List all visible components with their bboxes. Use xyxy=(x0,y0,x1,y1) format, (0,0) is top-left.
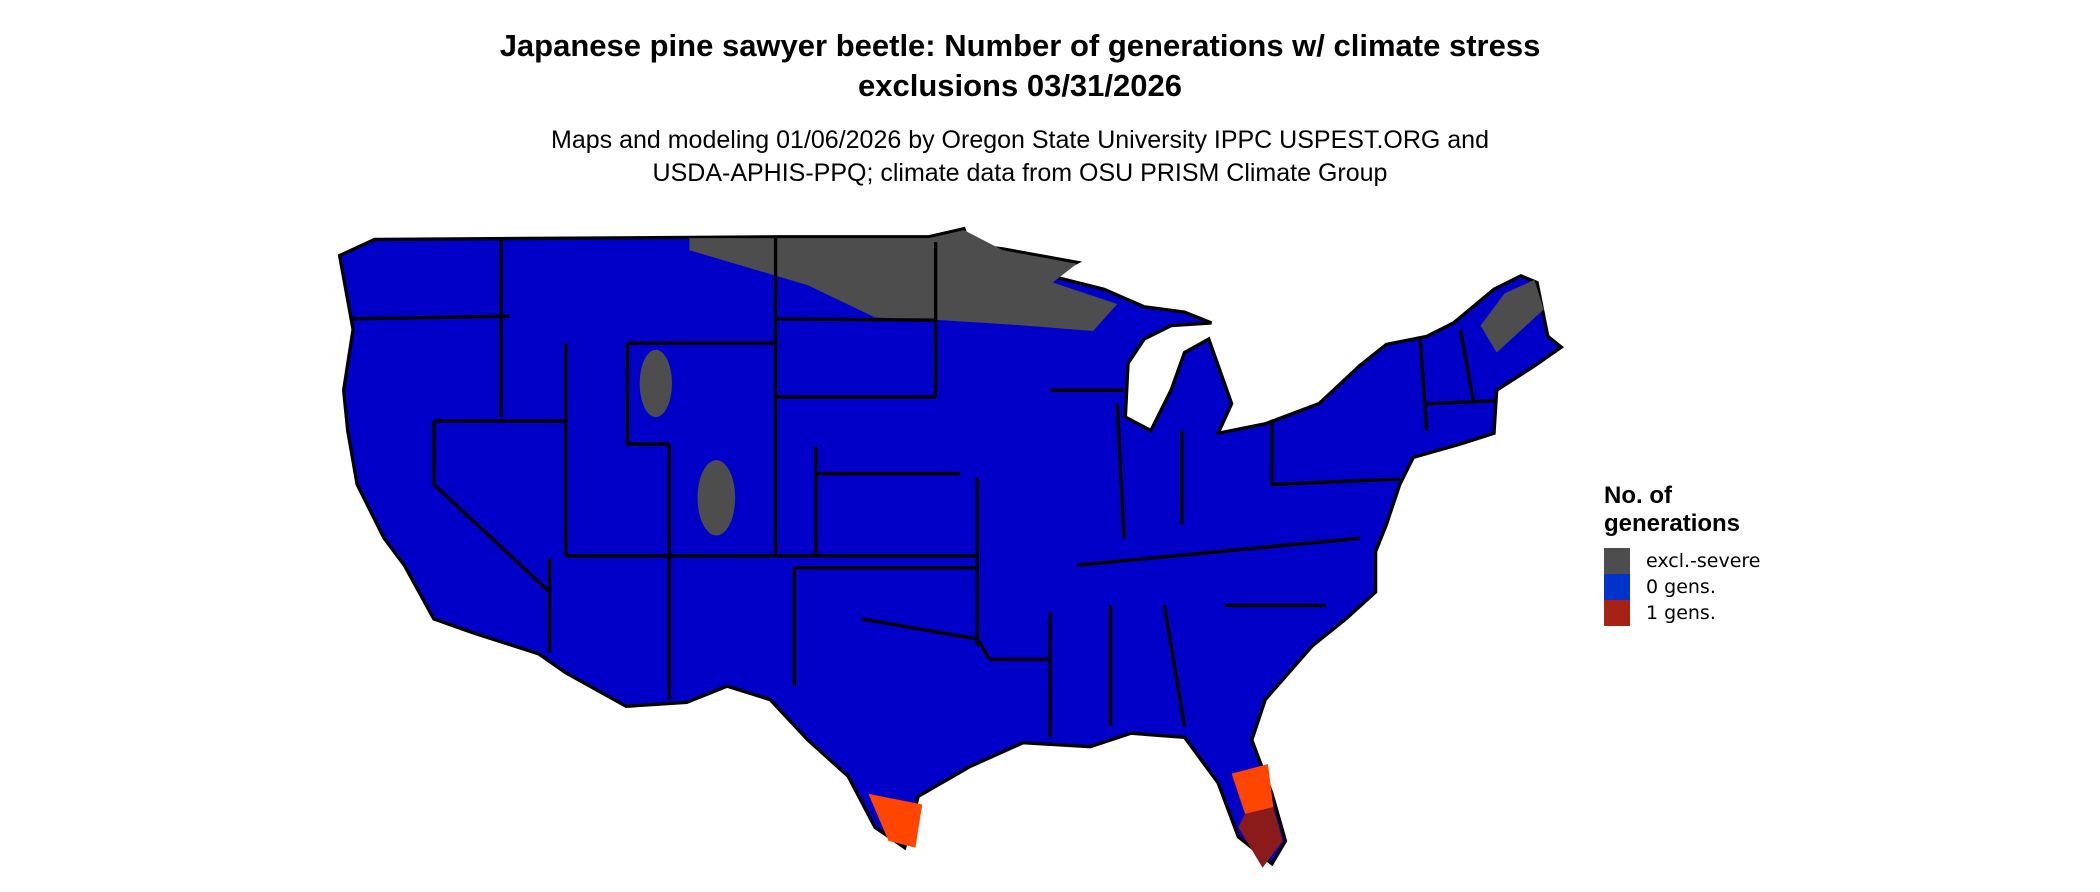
legend-item-1-gens: 1 gens. xyxy=(1604,600,1761,626)
legend-item-excluded: excl.-severe xyxy=(1604,548,1761,574)
one-generation-areas xyxy=(868,764,1283,868)
excluded-northern-plains xyxy=(689,230,1118,331)
legend-swatch xyxy=(1604,548,1630,574)
legend-swatch xyxy=(1604,600,1630,626)
legend-label: 1 gens. xyxy=(1646,602,1716,624)
state-borders xyxy=(353,236,1495,738)
conus-base xyxy=(337,226,1565,867)
excluded-wyoming xyxy=(639,349,672,418)
excluded-areas xyxy=(639,230,1544,536)
legend-swatch xyxy=(1604,574,1630,600)
legend-item-0-gens: 0 gens. xyxy=(1604,574,1761,600)
one-gen-south-texas xyxy=(868,793,923,848)
legend-title: No. of generations xyxy=(1604,482,1761,538)
map-subtitle: Maps and modeling 01/06/2026 by Oregon S… xyxy=(420,124,1620,190)
map-title: Japanese pine sawyer beetle: Number of g… xyxy=(499,28,1541,103)
subtitle-line-2: USDA-APHIS-PPQ; climate data from OSU PR… xyxy=(652,159,1388,187)
legend-label: excl.-severe xyxy=(1646,550,1761,572)
excluded-colorado xyxy=(697,460,736,536)
legend-title-text: No. of generations xyxy=(1604,482,1741,537)
excluded-maine xyxy=(1480,279,1544,353)
one-gen-florida-south xyxy=(1238,807,1283,868)
one-gen-florida-north xyxy=(1231,764,1274,814)
legend-label: 0 gens. xyxy=(1646,576,1716,598)
subtitle-line-1: Maps and modeling 01/06/2026 by Oregon S… xyxy=(551,126,1489,154)
legend: No. of generations excl.-severe 0 gens. … xyxy=(1604,482,1761,626)
